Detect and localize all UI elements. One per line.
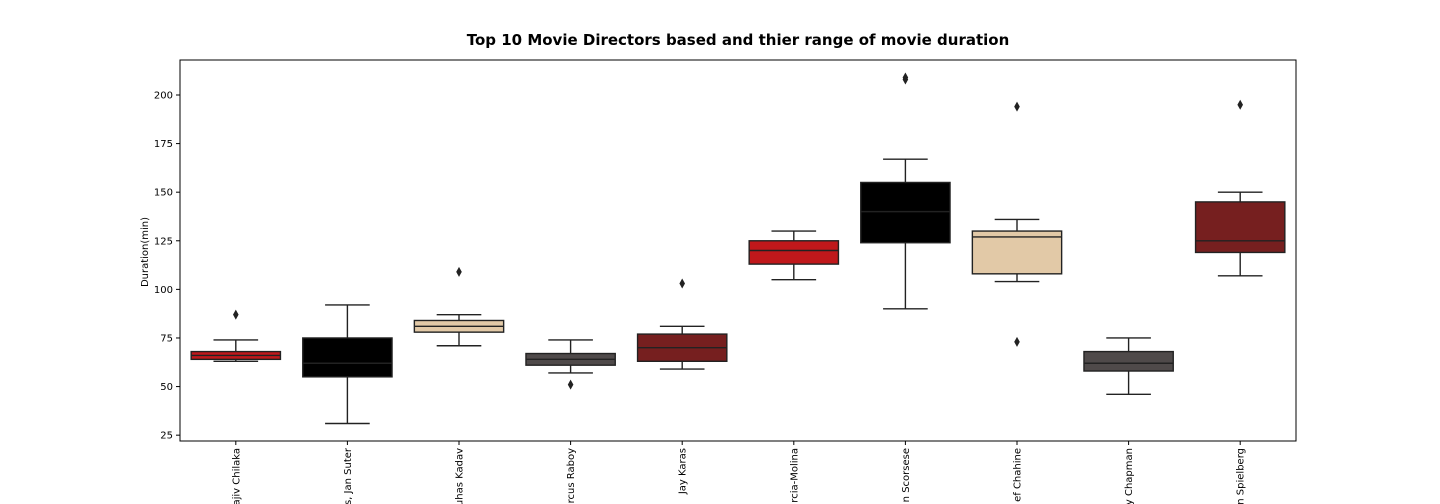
outlier bbox=[1014, 336, 1020, 347]
x-tick-label: ef Chahine bbox=[1013, 448, 1024, 502]
outlier bbox=[679, 278, 685, 289]
outlier bbox=[456, 266, 462, 277]
box bbox=[748, 240, 840, 265]
x-tick-label: y Chapman bbox=[1124, 448, 1135, 504]
y-tick-label: 150 bbox=[154, 188, 173, 199]
y-tick-label: 50 bbox=[160, 382, 173, 393]
box bbox=[302, 337, 393, 378]
x-tick-label: ajiv Chilaka bbox=[231, 448, 242, 504]
y-tick-label: 25 bbox=[160, 431, 173, 442]
outlier bbox=[1237, 99, 1243, 110]
y-tick-label: 175 bbox=[154, 139, 173, 150]
x-tick-label: n Spielberg bbox=[1236, 448, 1247, 504]
chart-title: Top 10 Movie Directors based and thier r… bbox=[467, 31, 1010, 49]
outlier bbox=[233, 309, 239, 320]
plot-frame bbox=[179, 59, 1297, 442]
box bbox=[971, 230, 1063, 275]
outlier bbox=[1014, 101, 1020, 112]
y-tick-label: 100 bbox=[154, 285, 173, 296]
x-tick-label: uhas Kadav bbox=[455, 448, 466, 504]
box bbox=[1194, 201, 1286, 254]
y-axis-label: Duration(min) bbox=[140, 217, 151, 287]
x-tick-label: Jay Karas bbox=[678, 448, 689, 495]
y-tick-label: 75 bbox=[160, 333, 173, 344]
box bbox=[1083, 350, 1174, 372]
box bbox=[860, 181, 951, 244]
outlier bbox=[902, 72, 909, 83]
outlier bbox=[567, 379, 574, 390]
y-tick-label: 125 bbox=[154, 236, 173, 247]
y-tick-label: 200 bbox=[154, 90, 173, 101]
x-tick-label: rcus Raboy bbox=[566, 448, 577, 503]
x-tick-label: rcia-Molina bbox=[789, 448, 800, 503]
x-tick-label: s, Jan Suter bbox=[343, 447, 354, 504]
x-tick-label: n Scorsese bbox=[901, 448, 912, 502]
